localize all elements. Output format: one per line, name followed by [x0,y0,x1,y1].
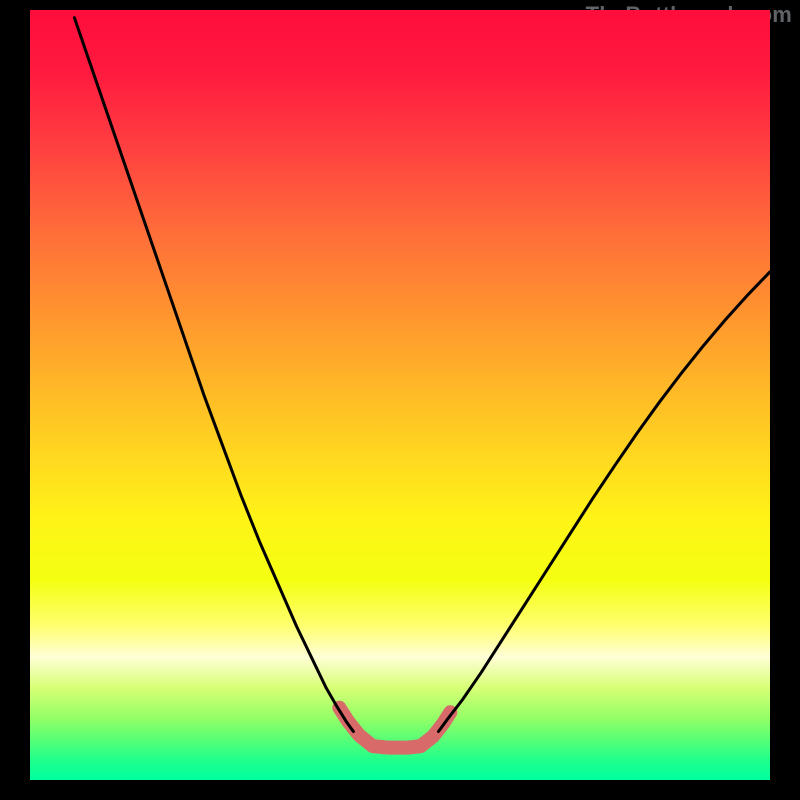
curve-layer [30,10,770,780]
plot-area [30,10,770,780]
optimal-band-curve [339,708,450,748]
chart-container: TheBottleneck.com [0,0,800,800]
right-branch-curve [438,272,770,732]
left-branch-curve [74,18,353,732]
